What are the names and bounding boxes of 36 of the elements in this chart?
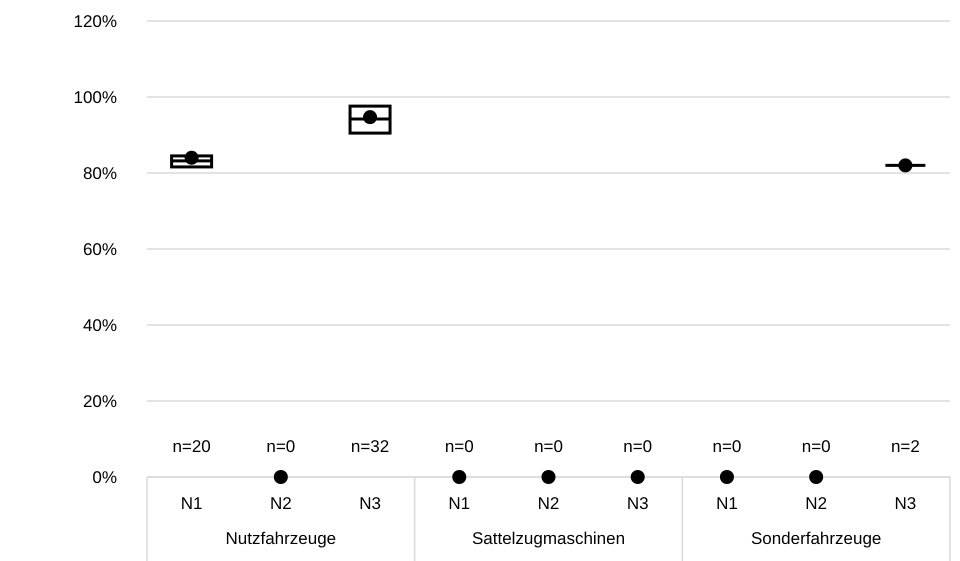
point xyxy=(630,470,645,484)
point xyxy=(720,470,734,484)
x-tick-label: N3 xyxy=(894,494,916,513)
annotation: n=32 xyxy=(350,437,390,456)
y-tick-label: 0% xyxy=(92,468,117,487)
y-tick-label: 120% xyxy=(74,12,117,31)
point xyxy=(452,470,466,484)
text: Sattelzugmaschinen xyxy=(472,529,626,548)
point xyxy=(274,470,288,484)
x-tick-label: N1 xyxy=(180,494,202,513)
x-tick-label: N3 xyxy=(359,494,381,513)
x-tick-label: N3 xyxy=(626,494,649,513)
point xyxy=(184,150,199,165)
x-tick-label: N2 xyxy=(805,494,828,513)
text: Sonderfahrzeuge xyxy=(750,529,882,548)
text: Nutzfahrzeuge xyxy=(226,529,336,548)
y-tick-label: 60% xyxy=(82,240,117,259)
x-tick-label: N2 xyxy=(538,494,560,513)
annotation: n=0 xyxy=(534,437,563,456)
y-tick-label: 100% xyxy=(74,88,117,107)
y-tick-label: 20% xyxy=(82,392,117,411)
point xyxy=(542,470,556,484)
point xyxy=(898,158,912,172)
annotation: n=0 xyxy=(444,437,474,456)
y-tick-label: 80% xyxy=(82,164,117,183)
x-tick-label: N1 xyxy=(448,494,470,513)
y-tick-label: 40% xyxy=(82,316,117,335)
x-tick-label: N1 xyxy=(716,494,738,513)
x-tick-label: N2 xyxy=(270,494,292,513)
point xyxy=(809,470,824,484)
annotation: n=0 xyxy=(266,437,296,456)
annotation: n=2 xyxy=(890,437,920,456)
annotation: n=0 xyxy=(623,437,652,456)
annotation: n=0 xyxy=(802,437,831,456)
annotation: n=0 xyxy=(712,437,742,456)
annotation: n=20 xyxy=(172,437,211,456)
